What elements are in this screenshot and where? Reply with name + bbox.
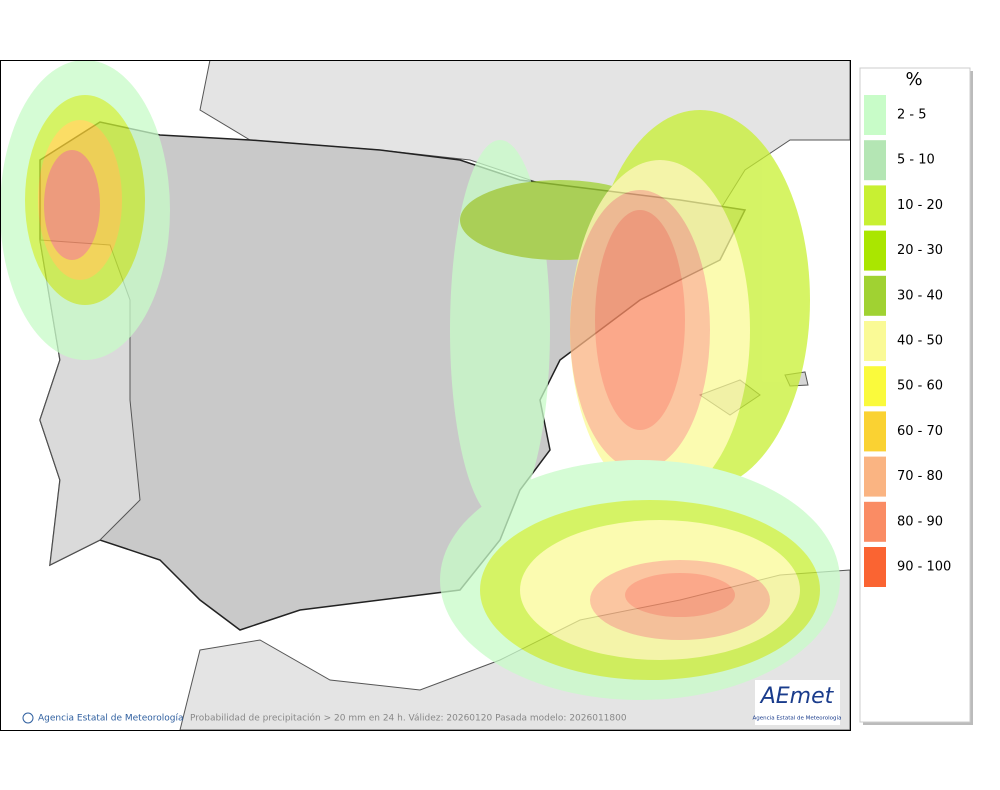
legend-swatch [864, 501, 886, 542]
legend-swatch [864, 321, 886, 361]
copyright-icon [22, 712, 34, 724]
legend-swatch [864, 275, 886, 316]
map: AEmet Agencia Estatal de Meteorología Ag… [0, 60, 850, 730]
legend-label: 60 - 70 [897, 424, 943, 439]
legend: 2 - 5 5 - 10 10 - 20 20 - 30 30 - 40 40 - 50 5… [864, 95, 951, 587]
legend-label: 90 - 100 [897, 560, 951, 575]
logo-box [755, 680, 840, 725]
legend-label: 5 - 10 [897, 153, 935, 168]
legend-label: 40 - 50 [897, 334, 943, 349]
legend-swatch [864, 366, 886, 407]
legend-label: 70 - 80 [897, 469, 943, 484]
legend-swatch [864, 456, 886, 497]
legend-label: 50 - 60 [897, 379, 943, 394]
legend-label: 80 - 90 [897, 514, 943, 529]
legend-title: % [905, 69, 922, 90]
credit: Agencia Estatal de Meteorología [38, 714, 184, 724]
caption: Probabilidad de precipitación > 20 mm en… [190, 713, 627, 724]
legend-label: 2 - 5 [897, 108, 927, 123]
legend-swatch [864, 230, 886, 271]
legend-swatch [864, 185, 886, 226]
legend-label: 10 - 20 [897, 198, 943, 213]
legend-label: 30 - 40 [897, 288, 943, 303]
legend-swatch [864, 95, 886, 135]
legend-swatch [864, 140, 886, 181]
logo-subtitle: Agencia Estatal de Meteorología [753, 715, 842, 722]
precipitation-areas [0, 60, 840, 700]
legend-label: 20 - 30 [897, 243, 943, 258]
legend-swatch [864, 411, 886, 452]
legend-swatch [864, 547, 886, 587]
map-border [0, 60, 851, 731]
logo-name: AEmet [759, 684, 835, 709]
